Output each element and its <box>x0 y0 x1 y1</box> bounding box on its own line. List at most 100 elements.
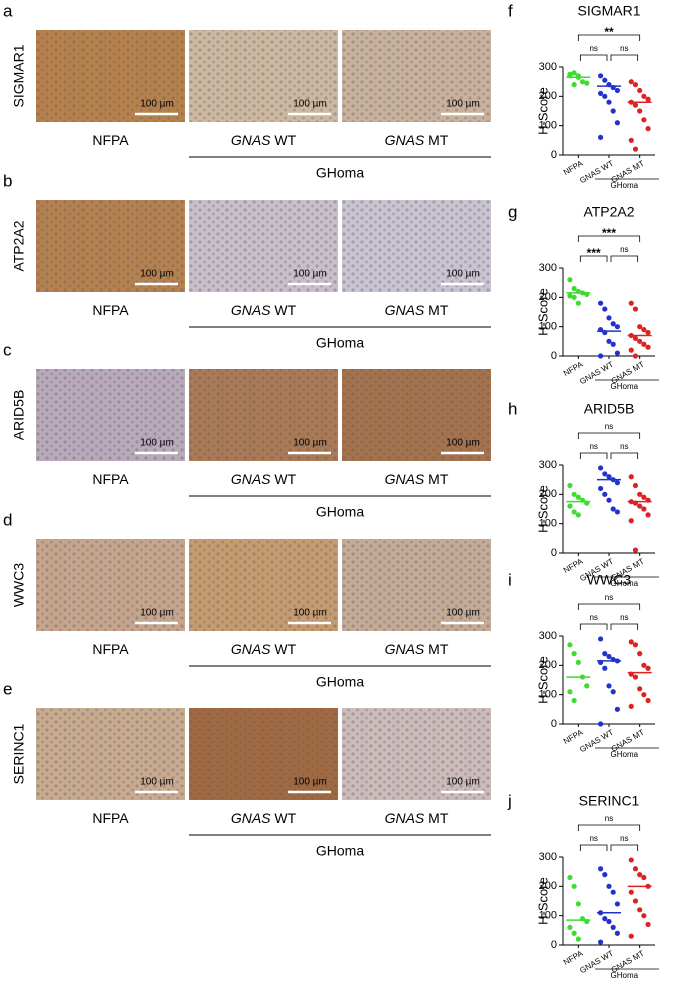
data-point <box>628 474 634 480</box>
significance-label: ns <box>620 834 628 843</box>
y-tick-label: 200 <box>539 659 557 671</box>
sample-label: GNAS MT <box>385 132 449 148</box>
sample-status: MT <box>428 471 449 487</box>
significance-label: *** <box>602 226 616 240</box>
ihc-texture <box>342 369 491 461</box>
y-tick-label: 0 <box>551 149 557 161</box>
ihc-texture <box>36 369 185 461</box>
data-point <box>637 503 643 509</box>
x-tick-label: NFPA <box>562 948 585 966</box>
data-point <box>614 350 621 356</box>
sample-status: WT <box>274 810 296 826</box>
ihc-texture <box>36 539 185 631</box>
data-point <box>567 642 573 648</box>
data-point <box>641 327 647 333</box>
data-point <box>575 936 581 942</box>
panel-letter: h <box>508 399 517 418</box>
group-label: GHoma <box>316 504 364 520</box>
significance-bracket <box>610 623 639 630</box>
sample-status: WT <box>274 302 296 318</box>
significance-bracket <box>579 255 608 262</box>
data-point <box>567 874 573 881</box>
data-point <box>606 653 612 660</box>
scale-label: 100 µm <box>446 777 480 788</box>
data-point <box>637 324 643 330</box>
significance-label: ns <box>620 613 628 622</box>
data-point <box>606 883 612 889</box>
data-point <box>567 277 573 283</box>
gene-name: GNAS <box>385 641 425 657</box>
data-point <box>637 87 643 94</box>
data-point <box>598 721 604 727</box>
data-point <box>602 651 608 657</box>
y-tick-label: 100 <box>539 120 557 132</box>
ihc-texture <box>189 200 338 292</box>
scale-label: 100 µm <box>293 269 327 280</box>
significance-label: ns <box>620 442 628 451</box>
data-point <box>614 901 621 907</box>
data-point <box>606 315 612 321</box>
gene-name: GNAS <box>231 810 271 826</box>
significance-label: ns <box>589 613 597 622</box>
group-label: GHoma <box>611 579 639 588</box>
data-point <box>641 662 647 668</box>
data-point <box>632 898 639 904</box>
sample-label: GNAS MT <box>385 302 449 318</box>
x-tick-label: NFPA <box>562 158 585 176</box>
data-point <box>614 930 621 936</box>
sample-label: GNAS WT <box>231 302 297 318</box>
scale-label: 100 µm <box>446 608 480 619</box>
data-point <box>645 921 651 928</box>
chart-title: ARID5B <box>584 401 635 417</box>
scale-label: 100 µm <box>446 438 480 449</box>
data-point <box>632 642 639 648</box>
gene-name: GNAS <box>385 132 425 148</box>
data-point <box>602 491 608 497</box>
sample-status: MT <box>428 641 449 657</box>
data-point <box>567 482 573 489</box>
significance-bracket <box>577 824 641 831</box>
scale-label: 100 µm <box>140 99 174 110</box>
ihc-texture <box>189 539 338 631</box>
data-point <box>584 683 590 689</box>
panel-letter: a <box>3 1 13 20</box>
data-point <box>567 503 573 509</box>
y-tick-label: 300 <box>539 459 557 471</box>
significance-label: ns <box>605 593 613 602</box>
significance-bracket <box>579 844 608 851</box>
data-point <box>645 126 651 132</box>
gene-name: GNAS <box>231 641 271 657</box>
data-point <box>628 79 634 85</box>
y-tick-label: 300 <box>539 851 557 863</box>
marker-label: ARID5B <box>11 390 27 441</box>
data-point <box>641 874 647 881</box>
y-tick-label: 100 <box>539 321 557 333</box>
data-point <box>641 494 647 500</box>
data-point <box>571 509 577 515</box>
data-point <box>628 518 634 524</box>
group-label: GHoma <box>316 335 364 351</box>
sample-status: NFPA <box>92 302 129 318</box>
sample-status: NFPA <box>92 641 129 657</box>
sample-status: MT <box>428 132 449 148</box>
marker-label: SIGMAR1 <box>11 44 27 107</box>
data-point <box>637 907 643 913</box>
data-point <box>632 353 639 359</box>
data-point <box>645 96 651 102</box>
data-point <box>614 509 621 515</box>
data-point <box>602 471 608 477</box>
sample-status: NFPA <box>92 132 129 148</box>
data-point <box>628 933 634 939</box>
ihc-texture <box>342 30 491 122</box>
ihc-texture <box>36 200 185 292</box>
data-point <box>645 344 651 350</box>
y-axis-label: H-Score <box>535 87 550 135</box>
data-point <box>632 866 639 872</box>
significance-label: ns <box>589 44 597 53</box>
significance-label: ns <box>605 814 613 823</box>
significance-bracket <box>579 623 608 630</box>
data-point <box>628 639 634 645</box>
significance-label: ns <box>620 245 628 254</box>
sample-label: NFPA <box>92 471 129 487</box>
